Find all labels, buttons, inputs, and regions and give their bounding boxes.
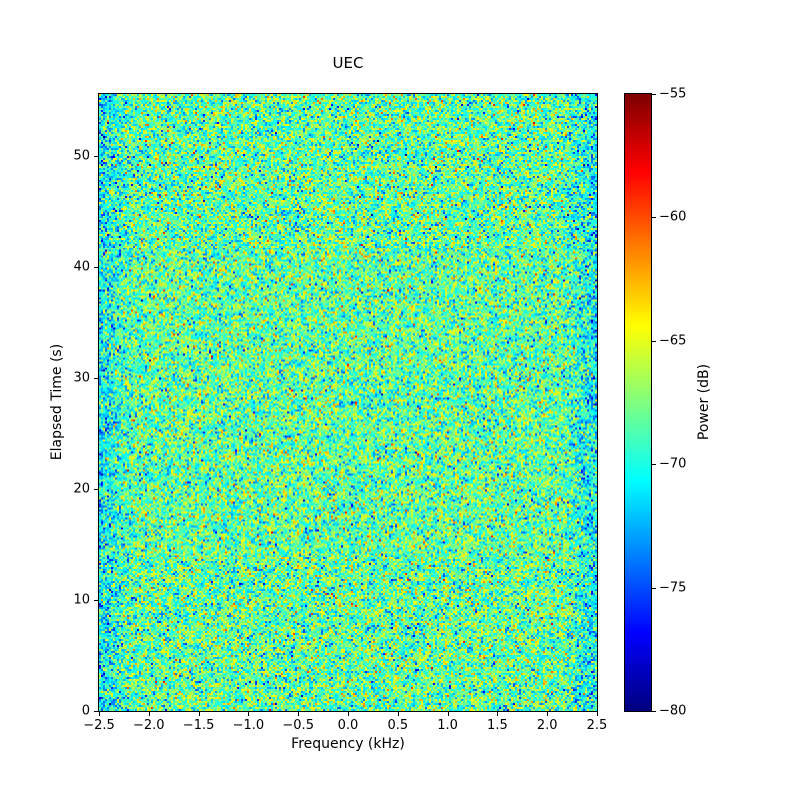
y-tick-label: 30 bbox=[73, 370, 90, 386]
x-tick-mark bbox=[397, 712, 399, 716]
colorbar-label: Power (dB) bbox=[696, 363, 712, 441]
x-tick-label: 2.5 bbox=[586, 718, 608, 733]
colorbar-tick-mark bbox=[652, 464, 656, 466]
colorbar-gradient bbox=[625, 94, 651, 711]
y-tick-mark bbox=[94, 267, 98, 269]
x-tick-label: 0.5 bbox=[387, 718, 409, 733]
x-tick-mark bbox=[497, 712, 499, 716]
y-tick-mark bbox=[94, 600, 98, 602]
y-tick-mark bbox=[94, 711, 98, 712]
x-tick-label: −1.5 bbox=[182, 718, 215, 733]
x-tick-mark bbox=[148, 712, 150, 716]
colorbar-tick-label: −80 bbox=[659, 703, 687, 719]
x-tick-label: −2.0 bbox=[133, 718, 165, 733]
y-tick-mark bbox=[94, 156, 98, 158]
x-tick-mark bbox=[248, 712, 250, 716]
x-tick-mark bbox=[597, 712, 598, 716]
colorbar-tick-label: −60 bbox=[659, 209, 687, 225]
x-tick-label: −2.5 bbox=[83, 718, 115, 733]
x-tick-mark bbox=[198, 712, 200, 716]
x-tick-label: −0.5 bbox=[282, 718, 314, 733]
y-tick-label: 40 bbox=[73, 259, 90, 275]
y-tick-label: 10 bbox=[73, 592, 90, 608]
chart-title: UEC bbox=[332, 54, 364, 72]
y-tick-mark bbox=[94, 378, 98, 380]
x-tick-label: −1.0 bbox=[232, 718, 265, 733]
spectrogram-heatmap bbox=[99, 94, 597, 711]
x-tick-mark bbox=[99, 712, 100, 716]
x-tick-label: 1.0 bbox=[437, 718, 458, 733]
x-tick-mark bbox=[298, 712, 300, 716]
colorbar-tick-mark bbox=[652, 217, 656, 219]
colorbar-tick-mark bbox=[652, 587, 656, 589]
colorbar-tick-label: −55 bbox=[659, 86, 687, 102]
colorbar-tick-label: −65 bbox=[659, 333, 687, 349]
colorbar-tick-mark bbox=[652, 340, 656, 342]
x-tick-label: 2.0 bbox=[536, 718, 558, 733]
y-tick-mark bbox=[94, 489, 98, 491]
colorbar-tick-label: −70 bbox=[659, 456, 687, 472]
colorbar-frame bbox=[624, 93, 652, 712]
x-tick-label: 0.0 bbox=[337, 718, 359, 733]
x-axis-label: Frequency (kHz) bbox=[291, 736, 405, 752]
y-tick-label: 0 bbox=[81, 703, 90, 719]
y-tick-label: 50 bbox=[73, 148, 90, 164]
y-axis-label: Elapsed Time (s) bbox=[49, 343, 65, 461]
colorbar-tick-mark bbox=[652, 94, 656, 95]
colorbar-tick-label: −75 bbox=[659, 580, 687, 596]
colorbar-tick-mark bbox=[652, 711, 656, 712]
y-tick-label: 20 bbox=[73, 481, 90, 497]
x-tick-mark bbox=[547, 712, 549, 716]
x-tick-label: 1.5 bbox=[487, 718, 508, 733]
x-tick-mark bbox=[348, 712, 349, 716]
plot-frame bbox=[98, 93, 598, 712]
x-tick-mark bbox=[447, 712, 449, 716]
